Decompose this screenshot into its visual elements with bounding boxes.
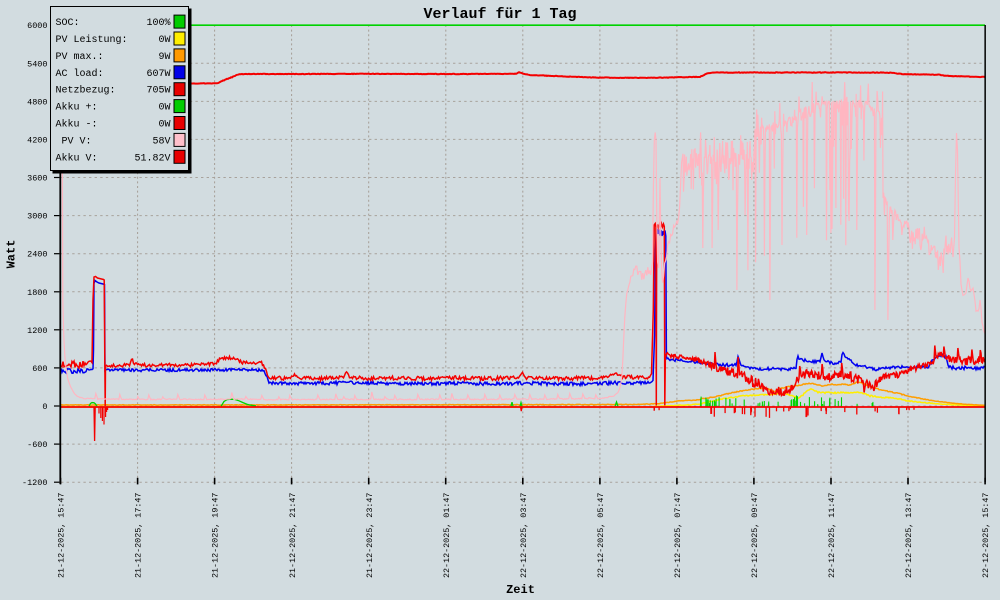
svg-text:6000: 6000 <box>27 21 47 31</box>
svg-text:Zeit: Zeit <box>506 583 535 597</box>
svg-text:0W: 0W <box>158 120 170 131</box>
svg-text:PV Leistung:: PV Leistung: <box>56 34 128 46</box>
svg-text:0W: 0W <box>158 35 170 46</box>
svg-text:22-12-2025, 13:47: 22-12-2025, 13:47 <box>904 493 914 578</box>
svg-text:0: 0 <box>42 402 47 412</box>
svg-text:9W: 9W <box>158 52 170 63</box>
svg-text:58V: 58V <box>152 136 170 147</box>
svg-text:AC load:: AC load: <box>56 68 104 80</box>
svg-text:3000: 3000 <box>27 212 47 222</box>
svg-text:Akku +:: Akku +: <box>56 102 98 114</box>
svg-text:22-12-2025, 05:47: 22-12-2025, 05:47 <box>596 493 606 578</box>
svg-text:22-12-2025, 07:47: 22-12-2025, 07:47 <box>673 493 683 578</box>
svg-text:5400: 5400 <box>27 59 47 69</box>
svg-text:22-12-2025, 11:47: 22-12-2025, 11:47 <box>827 493 837 578</box>
svg-text:600: 600 <box>32 364 47 374</box>
svg-text:PV V:: PV V: <box>56 136 92 147</box>
svg-text:22-12-2025, 01:47: 22-12-2025, 01:47 <box>442 493 452 578</box>
svg-text:705W: 705W <box>146 86 170 97</box>
svg-text:21-12-2025, 23:47: 21-12-2025, 23:47 <box>365 493 375 578</box>
svg-text:Akku -:: Akku -: <box>56 119 98 131</box>
svg-text:22-12-2025, 03:47: 22-12-2025, 03:47 <box>519 493 529 578</box>
svg-text:22-12-2025, 09:47: 22-12-2025, 09:47 <box>750 493 760 578</box>
svg-text:-1200: -1200 <box>22 478 48 488</box>
svg-text:2400: 2400 <box>27 250 47 260</box>
svg-text:100%: 100% <box>146 18 170 29</box>
svg-text:0W: 0W <box>158 103 170 114</box>
svg-text:Akku V:: Akku V: <box>56 152 98 164</box>
svg-text:21-12-2025, 21:47: 21-12-2025, 21:47 <box>288 493 298 578</box>
svg-text:51.82V: 51.82V <box>134 153 170 164</box>
svg-text:3600: 3600 <box>27 174 47 184</box>
svg-text:1200: 1200 <box>27 326 47 336</box>
svg-text:21-12-2025, 19:47: 21-12-2025, 19:47 <box>211 493 221 578</box>
svg-text:4800: 4800 <box>27 97 47 107</box>
svg-text:4200: 4200 <box>27 135 47 145</box>
svg-text:607W: 607W <box>146 69 170 80</box>
svg-text:PV max.:: PV max.: <box>56 52 104 63</box>
svg-text:21-12-2025, 17:47: 21-12-2025, 17:47 <box>134 493 144 578</box>
svg-text:Verlauf für 1 Tag: Verlauf für 1 Tag <box>423 6 576 23</box>
svg-text:21-12-2025, 15:47: 21-12-2025, 15:47 <box>57 493 67 578</box>
svg-text:Netzbezug:: Netzbezug: <box>56 85 116 97</box>
svg-text:Watt: Watt <box>5 240 19 269</box>
svg-text:1800: 1800 <box>27 288 47 298</box>
svg-text:-600: -600 <box>27 440 47 450</box>
svg-text:SOC:: SOC: <box>56 18 80 29</box>
svg-text:22-12-2025, 15:47: 22-12-2025, 15:47 <box>981 493 991 578</box>
